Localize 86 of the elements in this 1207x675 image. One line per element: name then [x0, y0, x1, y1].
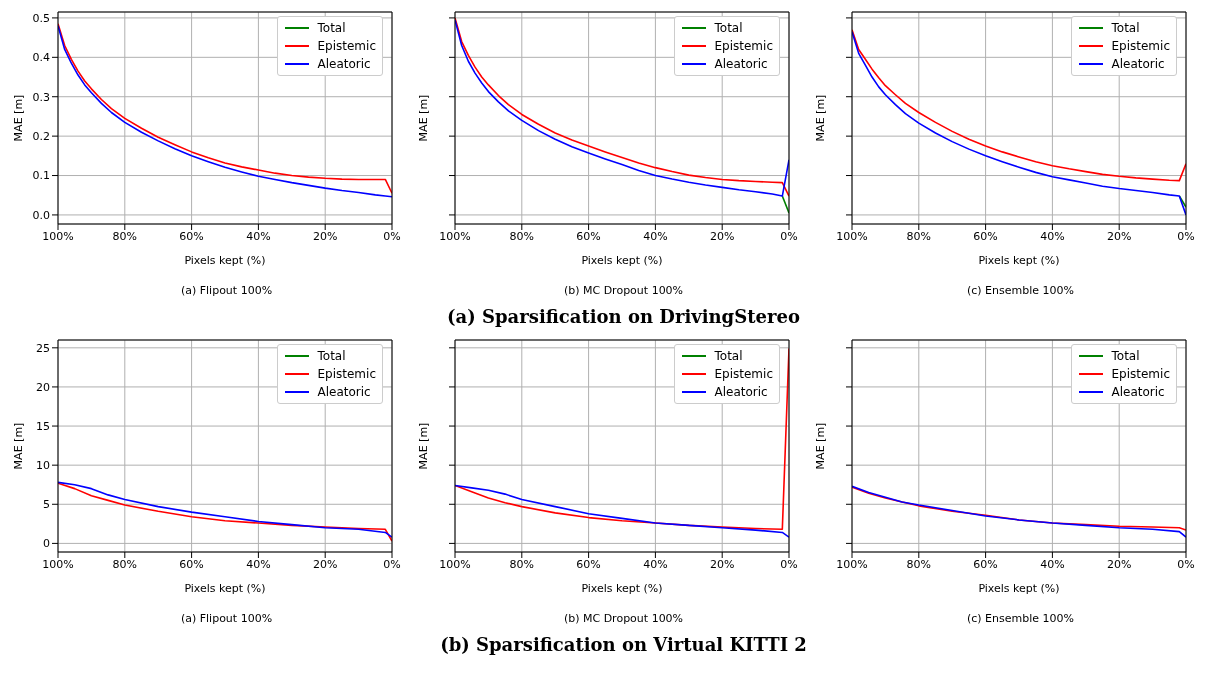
legend-label: Total: [1111, 20, 1140, 37]
x-tick-label: 80%: [509, 557, 535, 571]
x-axis-title: Pixels kept (%): [184, 582, 266, 595]
x-tick-label: 0%: [1177, 557, 1195, 571]
y-tick-label: 20: [36, 380, 50, 394]
x-tick-label: 40%: [643, 229, 668, 243]
x-axis-title: Pixels kept (%): [978, 254, 1060, 267]
y-axis-title: MAE [m]: [416, 422, 430, 470]
x-tick-label: 100%: [836, 229, 868, 243]
legend-label: Total: [714, 348, 743, 365]
x-tick-label: 20%: [312, 557, 338, 571]
x-tick-label: 80%: [906, 557, 932, 571]
y-axis-title: MAE [m]: [416, 94, 430, 142]
legend-label: Total: [714, 20, 743, 37]
text: (a) Flipout 100%: [179, 612, 274, 627]
x-tick-label: 100%: [42, 557, 74, 571]
x-tick-label: 20%: [312, 229, 338, 243]
x-tick-label: 40%: [246, 229, 271, 243]
x-tick-label: 80%: [906, 229, 932, 243]
x-tick-label: 100%: [439, 229, 471, 243]
legend-label: Aleatoric: [714, 384, 768, 401]
x-tick-label: 80%: [509, 229, 535, 243]
legend-label: Epistemic: [317, 366, 376, 383]
x-tick-label: 60%: [973, 557, 998, 571]
x-tick-label: 60%: [973, 229, 998, 243]
legend-label: Epistemic: [714, 366, 773, 383]
legend-label: Epistemic: [317, 38, 376, 55]
y-tick-label: 25: [36, 341, 50, 355]
x-tick-label: 60%: [179, 229, 204, 243]
x-tick-label: 0%: [383, 229, 401, 243]
x-tick-label: 20%: [1106, 557, 1132, 571]
x-tick-label: 40%: [1040, 229, 1065, 243]
y-tick-label: 0: [43, 537, 50, 551]
y-tick-label: 0.2: [32, 130, 50, 144]
text: (c) Ensemble 100%: [966, 612, 1075, 627]
x-tick-label: 60%: [576, 229, 601, 243]
legend-label: Epistemic: [714, 38, 773, 55]
legend-label: Aleatoric: [1111, 56, 1165, 73]
y-tick-label: 5: [43, 498, 50, 512]
x-tick-label: 80%: [112, 229, 138, 243]
legend-label: Total: [317, 20, 346, 37]
x-tick-label: 100%: [42, 229, 74, 243]
x-axis-title: Pixels kept (%): [581, 582, 663, 595]
legend-label: Epistemic: [1111, 366, 1170, 383]
text: (b) MC Dropout 100%: [562, 612, 685, 627]
x-axis-title: Pixels kept (%): [978, 582, 1060, 595]
y-tick-label: 0.5: [32, 11, 50, 25]
x-tick-label: 0%: [1177, 229, 1195, 243]
x-tick-label: 40%: [643, 557, 668, 571]
text: (b) MC Dropout 100%: [562, 284, 685, 299]
x-tick-label: 40%: [1040, 557, 1065, 571]
legend-label: Total: [1111, 348, 1140, 365]
legend-label: Aleatoric: [317, 56, 371, 73]
legend-label: Aleatoric: [317, 384, 371, 401]
text: (a) Sparsification on DrivingStereo: [446, 305, 801, 329]
y-tick-label: 0.4: [32, 51, 50, 65]
y-tick-label: 10: [36, 459, 50, 473]
x-axis-title: Pixels kept (%): [581, 254, 663, 267]
y-axis-title: MAE [m]: [813, 422, 827, 470]
x-tick-label: 20%: [709, 229, 735, 243]
legend-label: Aleatoric: [1111, 384, 1165, 401]
y-axis-title: MAE [m]: [11, 422, 25, 470]
text: (c) Ensemble 100%: [966, 284, 1075, 299]
x-tick-label: 20%: [709, 557, 735, 571]
x-tick-label: 80%: [112, 557, 138, 571]
text: (b) Sparsification on Virtual KITTI 2: [439, 633, 808, 657]
y-axis-title: MAE [m]: [11, 94, 25, 142]
y-tick-label: 15: [36, 419, 50, 433]
x-tick-label: 0%: [780, 229, 798, 243]
x-tick-label: 60%: [179, 557, 204, 571]
x-tick-label: 20%: [1106, 229, 1132, 243]
x-tick-label: 100%: [836, 557, 868, 571]
x-tick-label: 0%: [383, 557, 401, 571]
text: (a) Flipout 100%: [179, 284, 274, 299]
y-axis-title: MAE [m]: [813, 94, 827, 142]
x-tick-label: 40%: [246, 557, 271, 571]
x-tick-label: 100%: [439, 557, 471, 571]
legend-label: Aleatoric: [714, 56, 768, 73]
x-axis-title: Pixels kept (%): [184, 254, 266, 267]
y-tick-label: 0.3: [32, 90, 50, 104]
legend-label: Total: [317, 348, 346, 365]
y-tick-label: 0.0: [32, 208, 50, 222]
x-tick-label: 0%: [780, 557, 798, 571]
legend-label: Epistemic: [1111, 38, 1170, 55]
x-tick-label: 60%: [576, 557, 601, 571]
y-tick-label: 0.1: [32, 169, 50, 183]
